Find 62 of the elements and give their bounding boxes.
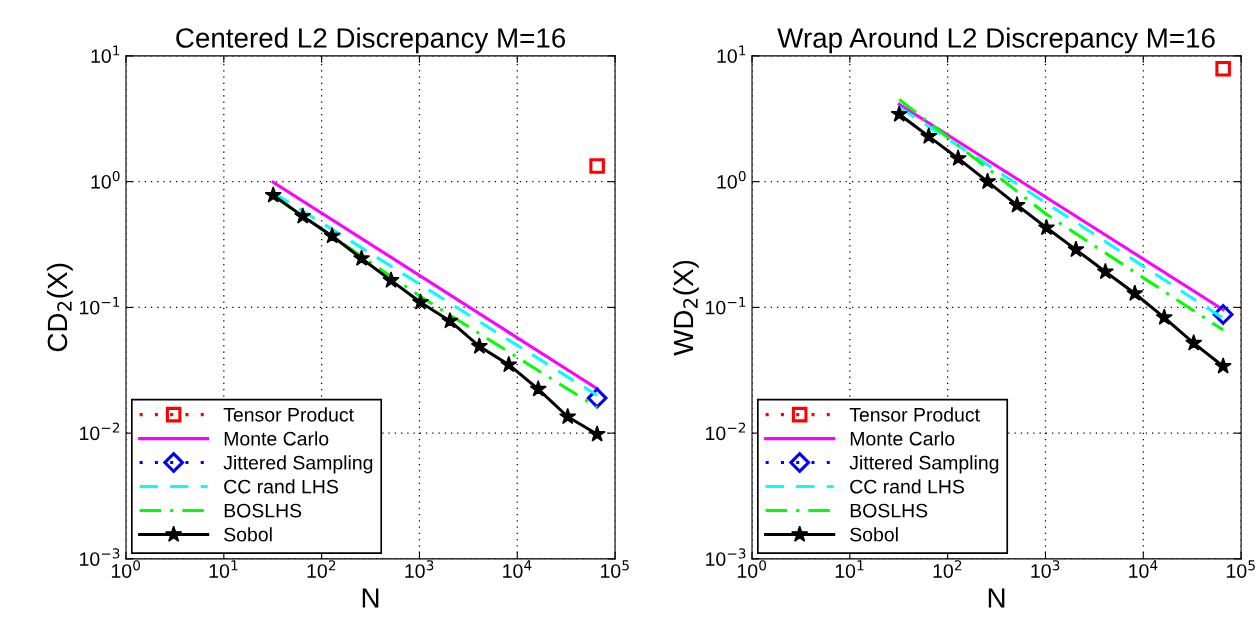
legend-label: Tensor Product <box>849 407 980 422</box>
x-tick-label: 10$^{0}$ <box>111 560 141 578</box>
y-tick-label: 10$^{−2}$ <box>706 422 746 441</box>
x-tick-label: 10$^{0}$ <box>737 560 767 578</box>
legend-label: BOSLHS <box>224 503 302 518</box>
x-tick-label: 10$^{1}$ <box>209 560 238 578</box>
point <box>1155 308 1173 326</box>
y-axis-title: WD$_{2}$(X) <box>672 260 699 356</box>
point <box>1126 284 1144 301</box>
point <box>323 226 341 244</box>
x-axis-title: N <box>988 588 1005 608</box>
legend-label: BOSLHS <box>850 503 928 518</box>
chart-title: Wrap Around L2 Discrepancy M=16 <box>777 27 1215 54</box>
x-tick-label: 10$^{2}$ <box>307 560 336 578</box>
point <box>1067 240 1085 258</box>
point <box>264 186 282 203</box>
point <box>1037 218 1056 236</box>
point <box>978 172 997 190</box>
x-tick-label: 10$^{5}$ <box>601 560 629 578</box>
point <box>382 271 400 288</box>
legend-label: Tensor Product <box>223 407 354 422</box>
y-tick-label: 10$^{0}$ <box>91 170 120 189</box>
point <box>1185 334 1203 351</box>
y-tick-label: 10$^{1}$ <box>717 45 746 63</box>
legend-label: Monte Carlo <box>224 431 329 446</box>
x-tick-label: 10$^{3}$ <box>1031 560 1060 578</box>
legend-label: Jittered Sampling <box>223 455 373 474</box>
legend-label: CC rand LHS <box>850 479 964 494</box>
y-tick-label: 10$^{−1}$ <box>706 296 746 315</box>
legend-label: Sobol <box>850 527 898 542</box>
point <box>500 355 518 373</box>
y-tick-label: 10$^{−1}$ <box>80 296 120 315</box>
point <box>529 380 547 397</box>
point <box>1214 357 1232 374</box>
point <box>411 293 430 310</box>
x-tick-label: 10$^{5}$ <box>1227 560 1255 578</box>
legend-label: Monte Carlo <box>850 431 955 446</box>
point <box>559 407 577 425</box>
x-tick-label: 10$^{3}$ <box>405 560 434 578</box>
point <box>1096 262 1114 280</box>
point <box>588 425 606 442</box>
point <box>1008 196 1026 213</box>
point <box>294 207 312 224</box>
legend-label: CC rand LHS <box>224 479 338 494</box>
legend-label: Sobol <box>224 527 272 542</box>
x-tick-label: 10$^{1}$ <box>835 560 864 578</box>
y-axis-title: CD$_{2}$(X) <box>46 263 73 352</box>
point <box>441 311 459 329</box>
x-axis-title: N <box>362 588 379 608</box>
point <box>352 249 371 266</box>
y-tick-label: 10$^{0}$ <box>717 170 746 189</box>
x-tick-label: 10$^{4}$ <box>503 560 532 578</box>
point <box>949 149 967 166</box>
y-tick-label: 10$^{−2}$ <box>80 422 120 441</box>
point <box>470 337 488 354</box>
point <box>890 105 908 122</box>
y-tick-label: 10$^{1}$ <box>91 45 120 63</box>
x-tick-label: 10$^{4}$ <box>1129 560 1158 578</box>
point <box>920 127 938 144</box>
legend-label: Jittered Sampling <box>849 455 999 474</box>
x-tick-label: 10$^{2}$ <box>933 560 962 578</box>
chart-title: Centered L2 Discrepancy M=16 <box>176 27 566 54</box>
